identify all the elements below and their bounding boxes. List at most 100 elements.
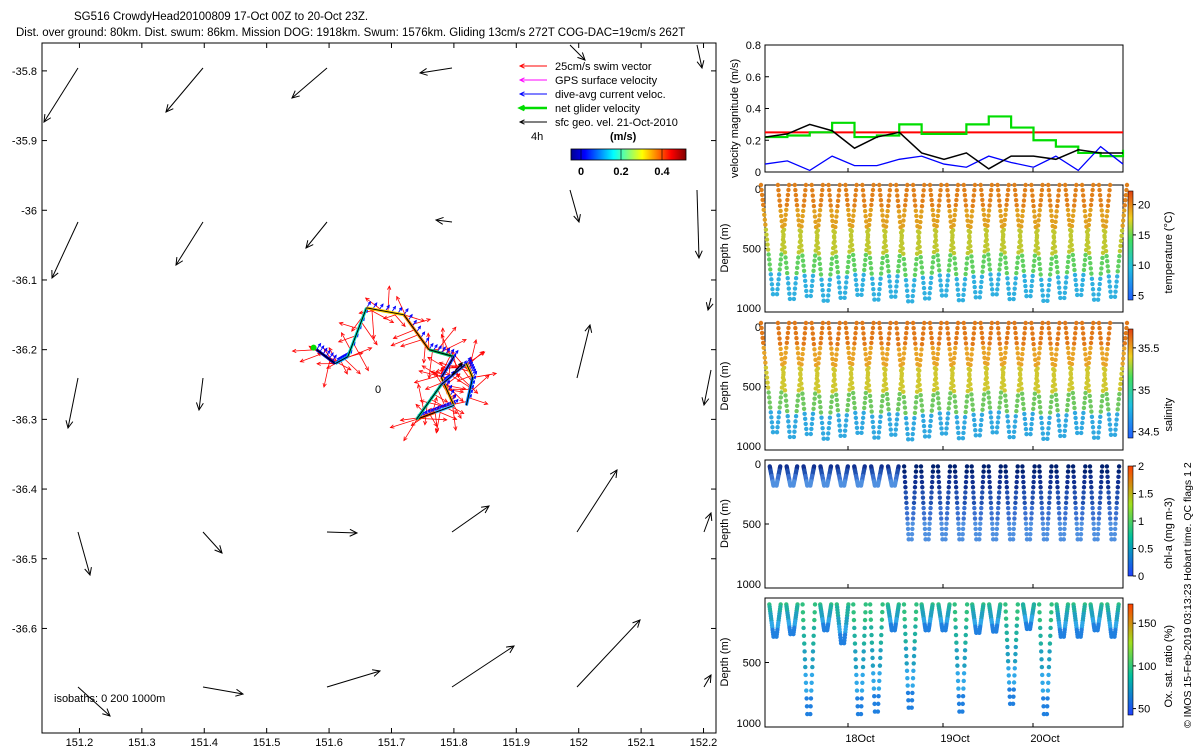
- colorbar-tick-label: 0: [1138, 571, 1144, 583]
- profile-point: [937, 406, 942, 411]
- arrow-head: [472, 375, 477, 380]
- profile-point: [880, 393, 885, 399]
- profile-point: [1000, 367, 1005, 372]
- profile-point: [985, 247, 990, 252]
- profile-point: [1012, 511, 1017, 516]
- profile-point: [987, 405, 993, 410]
- profile-point: [791, 434, 797, 440]
- profile-point: [902, 616, 907, 622]
- profile-point: [1083, 219, 1089, 224]
- profile-point: [1040, 516, 1045, 521]
- profile-point: [921, 285, 927, 291]
- profile-point: [781, 372, 786, 377]
- profile-point: [1050, 361, 1055, 367]
- profile-point: [817, 261, 823, 267]
- arrow-shaft: [338, 335, 356, 343]
- profile-point: [809, 320, 814, 326]
- profile-point: [1021, 268, 1026, 274]
- profile-point: [1044, 711, 1050, 717]
- profile-point: [872, 297, 877, 302]
- profile-point: [1087, 255, 1092, 261]
- profile-point: [1046, 288, 1051, 293]
- profile-point: [867, 602, 873, 607]
- profile-point: [1015, 346, 1020, 351]
- profile-point: [776, 415, 781, 420]
- profile-point: [930, 479, 935, 485]
- profile-point: [820, 293, 826, 298]
- profile-point: [912, 485, 918, 490]
- profile-point: [766, 257, 772, 262]
- profile-point: [853, 664, 859, 670]
- profile-point: [964, 346, 969, 351]
- profile-point: [1003, 616, 1009, 621]
- profile-point: [926, 628, 931, 633]
- profile-point: [1047, 336, 1053, 341]
- profile-point: [1053, 357, 1058, 363]
- profile-point: [1119, 228, 1125, 233]
- profile-point: [1041, 704, 1046, 709]
- profile-point: [944, 288, 949, 293]
- profile-point: [1013, 192, 1018, 198]
- profile-point: [810, 649, 816, 654]
- profile-point: [1063, 285, 1068, 290]
- profile-point: [955, 671, 960, 676]
- profile-point: [1062, 526, 1067, 532]
- profile-point: [905, 431, 910, 437]
- profile-point: [781, 239, 787, 245]
- profile-point: [979, 187, 984, 193]
- profile-point: [814, 373, 820, 378]
- swim-vector: [429, 414, 438, 428]
- profile-point: [1063, 500, 1069, 506]
- profile-point: [1070, 213, 1076, 218]
- profile-point: [1082, 341, 1087, 347]
- profile-point: [914, 256, 919, 262]
- profile-point: [900, 246, 905, 251]
- profile-point: [854, 425, 860, 431]
- profile-point: [852, 267, 857, 273]
- arrow-head: [51, 269, 59, 280]
- profile-point: [981, 397, 986, 402]
- colorbar-tick-label: 150: [1138, 618, 1156, 630]
- profile-point: [951, 355, 957, 361]
- profile-point: [1046, 672, 1051, 678]
- profile-point: [876, 292, 882, 297]
- profile-point: [1114, 274, 1120, 279]
- arrow-head: [459, 389, 465, 394]
- profile-point: [946, 490, 951, 495]
- profile-point: [1070, 252, 1076, 258]
- profile-point: [1022, 495, 1027, 500]
- profile-point: [1058, 295, 1063, 301]
- arrow-shaft: [417, 384, 424, 410]
- profile-point: [972, 320, 978, 326]
- profile-point: [761, 207, 766, 213]
- profile-point: [817, 399, 823, 405]
- profile-point: [964, 208, 969, 213]
- profile-point: [1021, 198, 1027, 203]
- profile-point: [863, 252, 869, 258]
- profile-point: [818, 410, 824, 415]
- profile-point: [939, 521, 944, 526]
- glider-track-line: [428, 349, 455, 358]
- profile-point: [809, 182, 814, 188]
- profile-point: [1013, 651, 1018, 657]
- glider-track-line: [347, 307, 367, 357]
- arrow-shaft: [434, 412, 438, 432]
- profile-point: [886, 203, 891, 209]
- profile-point: [853, 277, 859, 283]
- depth-tick-label: 500: [743, 519, 761, 531]
- profile-point: [1011, 434, 1016, 440]
- profile-point: [1055, 495, 1061, 500]
- profile-point: [830, 218, 835, 224]
- profile-point: [1066, 254, 1071, 260]
- profile-point: [1083, 357, 1089, 362]
- profile-point: [1035, 240, 1040, 246]
- legend-label: dive-avg current veloc.: [555, 89, 666, 101]
- arrow-head: [517, 104, 526, 112]
- profile-point: [954, 655, 960, 661]
- profile-point: [1099, 469, 1105, 474]
- profile-point: [1123, 336, 1128, 341]
- profile-point: [867, 250, 872, 255]
- profile-point: [851, 257, 856, 263]
- profile-point: [1007, 296, 1012, 302]
- profile-point: [953, 340, 959, 346]
